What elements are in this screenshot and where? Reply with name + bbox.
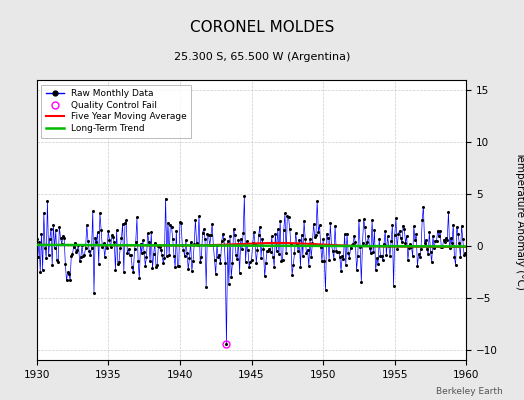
Y-axis label: Temperature Anomaly (°C): Temperature Anomaly (°C) — [515, 150, 524, 290]
Text: Berkeley Earth: Berkeley Earth — [436, 387, 503, 396]
Text: CORONEL MOLDES: CORONEL MOLDES — [190, 20, 334, 35]
Text: 25.300 S, 65.500 W (Argentina): 25.300 S, 65.500 W (Argentina) — [174, 52, 350, 62]
Legend: Raw Monthly Data, Quality Control Fail, Five Year Moving Average, Long-Term Tren: Raw Monthly Data, Quality Control Fail, … — [41, 84, 191, 138]
